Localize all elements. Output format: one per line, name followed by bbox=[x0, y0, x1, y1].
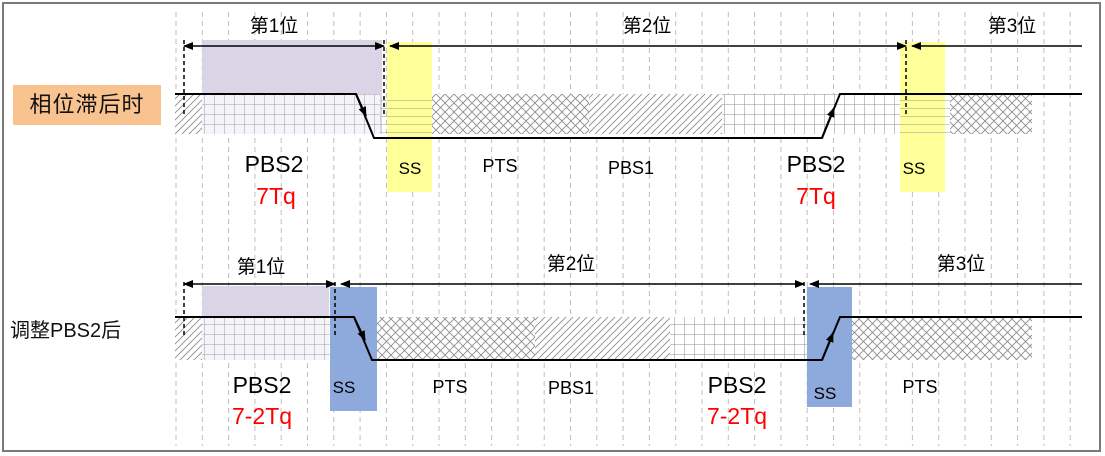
top-bit2-label: 第2位 bbox=[623, 15, 672, 37]
top-pts-hatch-2 bbox=[950, 94, 1032, 134]
bottom-seg-pbs1: PBS1 bbox=[548, 378, 594, 398]
bottom-waveform bbox=[175, 316, 1082, 361]
bottom-row-timing: 第1位 第2位 第3位 PBS2 SS PTS PBS1 PBS2 SS PTS… bbox=[175, 253, 1082, 429]
top-waveform bbox=[175, 93, 1082, 139]
top-seg-pbs1: PBS1 bbox=[608, 158, 654, 178]
bottom-ss-bar-1 bbox=[330, 287, 377, 411]
bottom-edge-arrow-up bbox=[821, 332, 834, 361]
bottom-pbs2-grid bbox=[202, 317, 330, 360]
bottom-pbs1-hatch bbox=[535, 317, 670, 360]
top-seg-ss-1: SS bbox=[399, 159, 422, 178]
top-seg-pts: PTS bbox=[482, 156, 517, 176]
top-ss-lines-2 bbox=[900, 94, 950, 134]
bottom-pts-hatch-2 bbox=[852, 317, 1032, 360]
bottom-pts-hatch bbox=[377, 317, 535, 360]
top-seg-pbs2-1: PBS2 bbox=[245, 151, 304, 177]
top-edge-arrow-down bbox=[355, 93, 367, 117]
top-bit3-label: 第3位 bbox=[988, 15, 1037, 37]
top-seg-pbs2-2: PBS2 bbox=[787, 151, 846, 177]
bottom-pbs2-grid-2 bbox=[670, 317, 807, 360]
bottom-seg-ss-1: SS bbox=[333, 378, 356, 397]
top-pts-hatch bbox=[432, 94, 589, 134]
bottom-tq-2: 7-2Tq bbox=[707, 403, 767, 429]
top-bit1-label: 第1位 bbox=[250, 15, 299, 37]
bottom-tq-1: 7-2Tq bbox=[232, 403, 292, 429]
bottom-hatch-leading bbox=[175, 317, 202, 360]
bottom-seg-pts-1: PTS bbox=[432, 377, 467, 397]
bottom-bit3-label: 第3位 bbox=[937, 253, 986, 275]
top-pbs2-grid bbox=[202, 94, 380, 134]
row-label-after-adjust: 调整PBS2后 bbox=[10, 320, 122, 342]
bottom-ss-bar-2 bbox=[807, 287, 852, 407]
top-tq-2: 7Tq bbox=[796, 183, 836, 209]
bottom-seg-ss-2: SS bbox=[814, 384, 837, 403]
top-hatch-leading bbox=[175, 94, 202, 134]
top-row-timing: 第1位 第2位 第3位 PBS2 SS PTS PBS1 PBS2 SS 7Tq… bbox=[175, 15, 1082, 209]
top-ss-lines-1 bbox=[380, 94, 432, 134]
bottom-seg-pbs2-1: PBS2 bbox=[233, 372, 292, 398]
row-label-phase-lag: 相位滞后时 bbox=[13, 85, 161, 125]
top-edge-arrow-up bbox=[821, 107, 835, 139]
top-pbs1-hatch bbox=[589, 94, 722, 134]
top-pbs2-grid-2 bbox=[722, 94, 900, 134]
bottom-bit1-label: 第1位 bbox=[237, 256, 286, 278]
bottom-bit2-label: 第2位 bbox=[547, 253, 596, 275]
bottom-seg-pts-2: PTS bbox=[902, 377, 937, 397]
bottom-seg-pbs2-2: PBS2 bbox=[708, 372, 767, 398]
bottom-edge-arrow-down bbox=[353, 316, 366, 341]
timing-diagram: 第1位 第2位 第3位 PBS2 SS PTS PBS1 PBS2 SS 7Tq… bbox=[175, 12, 1082, 446]
top-seg-ss-2: SS bbox=[903, 159, 926, 178]
top-tq-1: 7Tq bbox=[256, 183, 296, 209]
